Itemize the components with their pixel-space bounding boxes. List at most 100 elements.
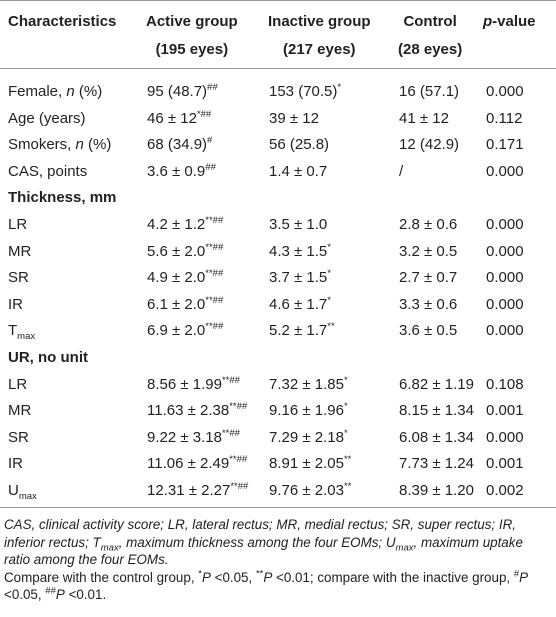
table-cell: 8.91 ± 2.05** xyxy=(269,455,351,473)
table-cell: 4.3 ± 1.5* xyxy=(269,242,331,261)
text: 4.6 ± 1.7 xyxy=(269,295,328,313)
text: 8.91 ± 2.05 xyxy=(269,455,344,473)
italic-text: P xyxy=(201,569,211,585)
footnote: CAS, clinical activity score; LR, latera… xyxy=(4,516,552,569)
superscript: **## xyxy=(205,268,224,280)
table-cell: 2.8 ± 0.6 xyxy=(399,216,457,234)
table-cell: 9.16 ± 1.96* xyxy=(269,402,348,420)
table-cell: 6.82 ± 1.19 xyxy=(399,376,474,394)
text: 8.39 ± 1.20 xyxy=(399,482,474,499)
italic-text: , maximum uptake ratio among the four EO… xyxy=(4,534,523,568)
text: 0.000 xyxy=(486,242,524,260)
text: 46 ± 12 xyxy=(147,109,197,127)
text: 0.000 xyxy=(486,269,524,287)
row-label: LR xyxy=(8,216,27,234)
table-cell: 0.002 xyxy=(486,482,524,500)
text: Age (years) xyxy=(8,109,86,127)
table-cell: 16 (57.1) xyxy=(399,83,459,101)
text: Control xyxy=(403,13,457,30)
superscript: **## xyxy=(205,215,224,226)
table-cell: 7.73 ± 1.24 xyxy=(399,455,474,473)
italic-text: n xyxy=(75,136,84,154)
text: 7.32 ± 1.85 xyxy=(269,375,344,393)
italic-text: P xyxy=(55,587,65,602)
superscript: ** xyxy=(343,454,352,466)
text: 8.56 ± 1.99 xyxy=(147,375,222,393)
text: 0.000 xyxy=(486,162,524,180)
superscript: # xyxy=(513,568,520,580)
text: 1.4 ± 0.7 xyxy=(269,162,328,180)
footnotes: CAS, clinical activity score; LR, latera… xyxy=(4,516,552,604)
row-label: SR xyxy=(8,269,29,287)
subscript: max xyxy=(17,331,36,343)
table-cell: 153 (70.5)* xyxy=(269,83,341,101)
table-cell: 11.63 ± 2.38**## xyxy=(147,402,247,420)
table-cell: 3.7 ± 1.5* xyxy=(269,269,331,287)
text: 9.16 ± 1.96 xyxy=(269,402,344,420)
header-line: Active group xyxy=(146,8,238,36)
text: 39 ± 12 xyxy=(269,109,319,127)
text: 3.6 ± 0.5 xyxy=(399,322,458,340)
text: 11.63 ± 2.38 xyxy=(147,402,230,420)
row-label: IR xyxy=(8,296,23,314)
text: 6.9 ± 2.0 xyxy=(147,322,206,340)
subscript: max xyxy=(100,542,119,554)
superscript: **## xyxy=(221,374,240,386)
table-cell: 0.001 xyxy=(486,455,524,473)
text: CAS, points xyxy=(8,162,88,180)
superscript: # xyxy=(207,135,213,147)
text: 3.6 ± 0.9 xyxy=(147,162,206,180)
text: Active group xyxy=(146,13,238,30)
superscript: ** xyxy=(255,568,264,580)
table-cell: 11.06 ± 2.49**## xyxy=(147,455,247,473)
text: MR xyxy=(8,242,32,260)
header-line: Inactive group xyxy=(268,8,371,36)
text: SR xyxy=(8,269,29,287)
header-line: p-value xyxy=(483,8,536,36)
text: 3.7 ± 1.5 xyxy=(269,269,328,287)
superscript: **## xyxy=(205,294,224,306)
section-label: UR, no unit xyxy=(8,349,88,366)
table-cell: 3.3 ± 0.6 xyxy=(399,296,457,314)
table-cell: 0.000 xyxy=(486,216,524,234)
text: Compare with the control group, xyxy=(4,569,199,585)
superscript: * xyxy=(343,427,348,439)
table-cell: 56 (25.8) xyxy=(269,136,329,154)
header-cell: p-value xyxy=(483,8,536,36)
table-cell: 3.2 ± 0.5 xyxy=(399,243,457,261)
text: LR xyxy=(8,216,28,233)
header-line: (195 eyes) xyxy=(146,36,238,64)
text: 8.15 ± 1.34 xyxy=(399,402,474,420)
table-cell: 5.2 ± 1.7** xyxy=(269,322,335,340)
text: 0.000 xyxy=(486,216,524,233)
text: 0.002 xyxy=(486,482,524,499)
table-cell: 0.171 xyxy=(486,136,524,154)
table-cell: 6.9 ± 2.0**## xyxy=(147,322,223,340)
table-cell: 0.000 xyxy=(486,296,524,314)
text: 12.31 ± 2.27 xyxy=(147,482,231,499)
table-cell: 5.6 ± 2.0**## xyxy=(147,242,223,261)
subscript: max xyxy=(395,542,414,554)
text: 4.9 ± 2.0 xyxy=(147,269,206,287)
row-label: Umax xyxy=(8,482,37,501)
row-label: CAS, points xyxy=(8,163,87,181)
text: 68 (34.9) xyxy=(147,136,208,154)
header-cell: Active group (195 eyes) xyxy=(146,8,238,64)
text: 16 (57.1) xyxy=(399,83,460,100)
superscript: * xyxy=(337,82,342,93)
superscript: ** xyxy=(327,321,335,333)
text: 5.2 ± 1.7 xyxy=(269,322,328,340)
text: IR xyxy=(8,455,23,473)
text: <0.01; compare with the inactive group, xyxy=(272,569,514,585)
text: 0.001 xyxy=(486,402,524,420)
text: -value xyxy=(492,13,536,30)
row-label: Female, n (%) xyxy=(8,83,102,101)
table-cell: 0.000 xyxy=(486,83,524,101)
header-rule xyxy=(0,68,556,69)
table-cell: 95 (48.7)## xyxy=(147,83,218,101)
text: MR xyxy=(8,402,32,420)
text: 6.1 ± 2.0 xyxy=(147,295,206,313)
italic-text: n xyxy=(66,83,75,100)
text: Characteristics xyxy=(8,13,117,30)
text: Inactive group xyxy=(268,13,371,30)
